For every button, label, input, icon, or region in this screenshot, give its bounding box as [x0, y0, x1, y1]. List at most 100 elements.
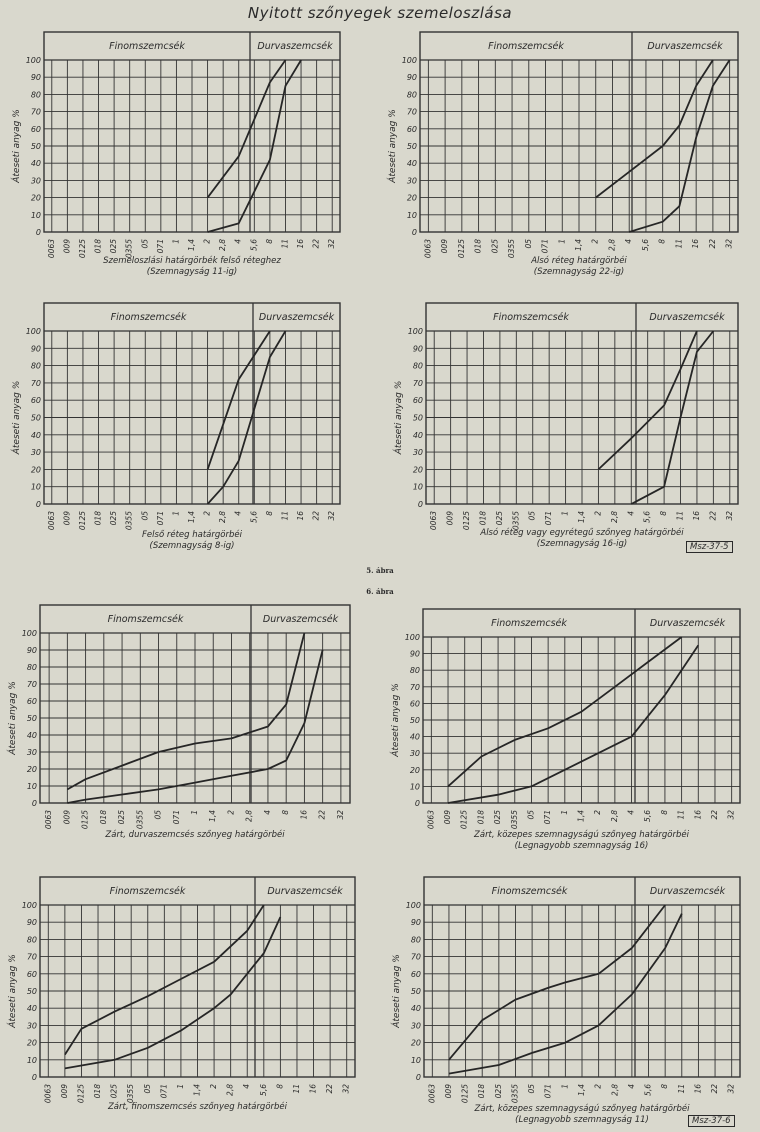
- coarse-grains-header: Durvaszemcsék: [647, 41, 723, 52]
- y-tick-label: 30: [413, 448, 423, 457]
- x-tick-label: 0355: [126, 1084, 135, 1103]
- x-tick-label: 16: [693, 1084, 702, 1094]
- y-axis-label: Áteseti anyag %: [10, 109, 22, 184]
- caption-line-2: (Szemnagyság 22-ig): [533, 267, 625, 277]
- coarse-grains-header: Durvaszemcsék: [267, 886, 343, 897]
- y-tick-label: 90: [31, 344, 41, 353]
- caption-line-1: Zárt, közepes szemnagyságú szőnyeg határ…: [474, 830, 689, 840]
- y-tick-label: 0: [32, 799, 37, 808]
- y-tick-label: 60: [31, 125, 41, 134]
- x-tick-label: 2,8: [218, 239, 227, 251]
- x-tick-label: 22: [312, 511, 321, 521]
- coarse-grains-header: Durvaszemcsék: [257, 41, 333, 52]
- y-tick-label: 70: [411, 953, 421, 962]
- x-tick-label: 16: [691, 239, 700, 249]
- x-tick-label: 0355: [511, 511, 520, 530]
- y-tick-label: 40: [31, 159, 41, 168]
- y-tick-label: 90: [27, 918, 37, 927]
- x-tick-label: 32: [727, 1084, 736, 1094]
- x-tick-label: 018: [94, 239, 103, 254]
- x-tick-label: 1,4: [187, 239, 196, 251]
- y-tick-label: 40: [413, 431, 423, 440]
- x-tick-label: 009: [62, 810, 71, 825]
- x-tick-label: 5,6: [641, 239, 650, 251]
- x-tick-label: 05: [154, 810, 163, 820]
- y-tick-label: 40: [407, 159, 417, 168]
- x-tick-label: 009: [443, 810, 452, 825]
- x-tick-label: 0125: [461, 1084, 470, 1103]
- x-tick-label: 071: [541, 239, 550, 253]
- x-tick-label: 018: [94, 511, 103, 526]
- grading-curve-2: [64, 916, 282, 1070]
- caption-line-1: Alsó réteg határgörbéi: [531, 256, 627, 266]
- y-tick-label: 100: [405, 633, 420, 642]
- y-tick-label: 60: [31, 396, 41, 405]
- y-axis-label: Áteseti anyag %: [386, 109, 398, 184]
- y-tick-label: 0: [415, 799, 420, 808]
- x-tick-label: 0355: [135, 810, 144, 829]
- y-tick-label: 70: [410, 683, 420, 692]
- y-tick-label: 60: [27, 970, 37, 979]
- y-tick-label: 60: [410, 699, 420, 708]
- y-tick-label: 90: [27, 646, 37, 655]
- caption-line-1: Szemeloszlási határgörbék felső réteghez: [103, 256, 281, 266]
- figure-6-label: 6. ábra: [366, 587, 394, 596]
- x-tick-label: 4: [263, 810, 272, 815]
- x-tick-label: 0125: [78, 511, 87, 530]
- x-tick-label: 2,8: [226, 1084, 235, 1096]
- y-tick-label: 10: [410, 782, 420, 791]
- x-tick-label: 2: [209, 1084, 218, 1089]
- caption-line-2: (Szemnagyság 11-ig): [146, 267, 238, 277]
- x-tick-label: 05: [140, 239, 149, 249]
- x-tick-label: 11: [677, 810, 686, 820]
- x-tick-label: 22: [708, 511, 717, 521]
- x-tick-label: 071: [156, 511, 165, 525]
- x-tick-label: 025: [110, 1084, 119, 1099]
- y-tick-label: 20: [31, 465, 41, 474]
- y-tick-label: 70: [413, 379, 423, 388]
- grading-curve-2: [67, 649, 324, 804]
- x-tick-label: 025: [490, 239, 499, 254]
- x-tick-label: 1,4: [577, 810, 586, 822]
- grading-curve-1: [447, 636, 683, 788]
- x-tick-label: 16: [309, 1084, 318, 1094]
- x-tick-label: 1: [557, 239, 566, 244]
- grading-curve-2: [628, 59, 731, 233]
- x-tick-label: 2,8: [218, 511, 227, 523]
- y-tick-label: 20: [411, 1039, 421, 1048]
- y-tick-label: 80: [27, 663, 37, 672]
- x-tick-label: 018: [93, 1084, 102, 1099]
- fine-grains-header: Finomszemcsék: [491, 618, 567, 629]
- y-tick-label: 30: [31, 176, 41, 185]
- x-tick-label: 32: [327, 239, 336, 249]
- y-tick-label: 10: [27, 782, 37, 791]
- y-tick-label: 10: [31, 483, 41, 492]
- y-tick-label: 80: [31, 362, 41, 371]
- x-tick-label: 11: [677, 1084, 686, 1094]
- x-tick-label: 0063: [43, 1084, 52, 1103]
- x-tick-label: 2,8: [610, 1084, 619, 1096]
- x-tick-label: 018: [99, 810, 108, 825]
- x-tick-label: 2: [593, 810, 602, 815]
- x-tick-label: 11: [280, 239, 289, 249]
- y-axis-label: Áteseti anyag %: [389, 683, 401, 758]
- y-tick-label: 80: [411, 935, 421, 944]
- standard-stamp-5: Msz-37-5: [686, 541, 733, 553]
- x-tick-label: 2,8: [610, 810, 619, 822]
- coarse-grains-header: Durvaszemcsék: [650, 886, 726, 897]
- grading-curve-1: [595, 59, 714, 199]
- grading-curve-1: [206, 330, 271, 470]
- x-tick-label: 009: [446, 511, 455, 526]
- y-axis-label: Áteseti anyag %: [10, 381, 22, 456]
- x-tick-label: 8: [265, 511, 274, 516]
- chart-caption: Alsó réteg vagy egyrétegű szőnyeg határg…: [396, 528, 760, 550]
- y-tick-label: 30: [411, 1021, 421, 1030]
- x-tick-label: 8: [658, 239, 667, 244]
- standard-stamp-6: Msz-37-6: [688, 1115, 735, 1127]
- x-tick-label: 071: [172, 810, 181, 824]
- y-tick-label: 30: [407, 176, 417, 185]
- y-tick-label: 0: [418, 500, 423, 509]
- x-tick-label: 16: [693, 810, 702, 820]
